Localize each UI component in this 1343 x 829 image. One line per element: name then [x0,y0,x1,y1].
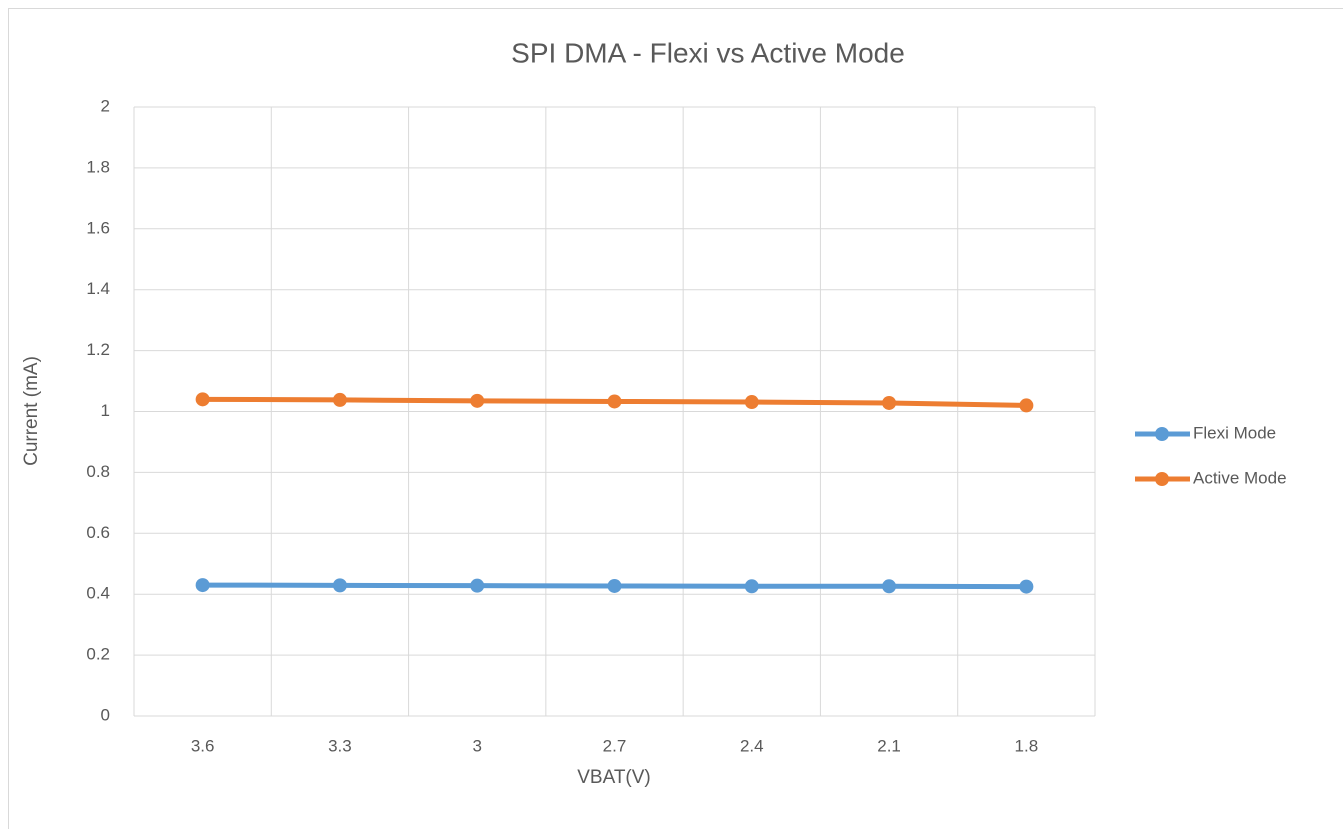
y-tick-label: 1.8 [86,157,110,176]
series-marker [332,578,347,593]
legend-marker [1155,427,1169,441]
x-tick-label: 2.1 [877,736,901,755]
series-marker [195,578,210,593]
series-marker [470,393,485,408]
y-tick-label: 0 [101,705,110,724]
y-axis-label: Current (mA) [21,356,42,466]
x-tick-label: 2.7 [603,736,627,755]
y-tick-label: 0.8 [86,462,110,481]
y-tick-label: 1.4 [86,279,110,298]
series-marker [1019,579,1034,594]
x-tick-label: 3 [472,736,481,755]
legend-marker [1155,472,1169,486]
y-tick-label: 1.6 [86,218,110,237]
x-tick-label: 2.4 [740,736,764,755]
series-marker [332,392,347,407]
x-tick-label: 1.8 [1015,736,1039,755]
series-marker [744,395,759,410]
series-marker [607,578,622,593]
series-marker [882,579,897,594]
legend-label: Active Mode [1193,468,1287,487]
chart-frame [8,8,1343,829]
series-marker [882,395,897,410]
series-marker [607,394,622,409]
series-marker [470,578,485,593]
legend-label: Flexi Mode [1193,423,1276,442]
y-tick-label: 1 [101,401,110,420]
y-tick-label: 0.2 [86,645,110,664]
series-marker [744,579,759,594]
y-tick-label: 1.2 [86,340,110,359]
series-marker [195,392,210,407]
y-tick-label: 0.4 [86,584,110,603]
y-tick-label: 2 [101,96,110,115]
series-marker [1019,398,1034,413]
x-tick-label: 3.3 [328,736,352,755]
x-tick-label: 3.6 [191,736,215,755]
x-axis-label: VBAT(V) [577,767,651,788]
chart-title: SPI DMA - Flexi vs Active Mode [511,37,905,68]
y-tick-label: 0.6 [86,523,110,542]
